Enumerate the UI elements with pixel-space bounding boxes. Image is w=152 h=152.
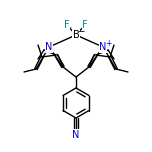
Text: +: + <box>105 38 111 47</box>
Text: −: − <box>77 26 85 36</box>
Text: N: N <box>45 42 53 52</box>
Text: F: F <box>64 20 70 30</box>
Text: B: B <box>73 30 79 40</box>
Text: .: . <box>69 20 73 30</box>
Text: N: N <box>72 130 80 140</box>
Text: F: F <box>82 20 88 30</box>
Text: N: N <box>99 42 107 52</box>
